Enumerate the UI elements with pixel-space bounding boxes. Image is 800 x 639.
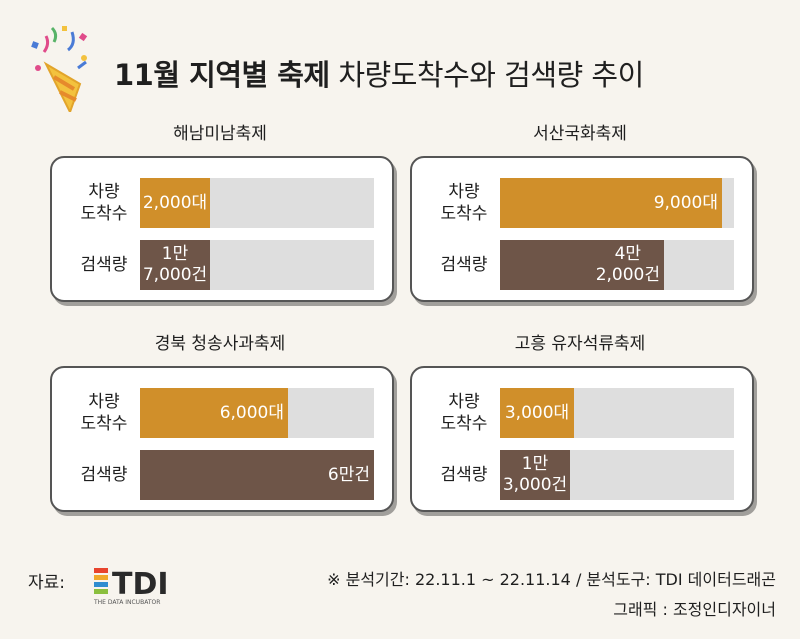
cars-value-label: 2,000대 xyxy=(142,192,208,213)
cars-row-label: 차량 도착수 xyxy=(80,182,128,224)
search-row-label: 검색량 xyxy=(440,465,488,485)
search-bar: 1만 7,000건 xyxy=(140,240,210,290)
title-rest: 차량도착수와 검색량 추이 xyxy=(329,58,644,92)
panel-title: 경북 청송사과축제 xyxy=(105,324,335,364)
analysis-period: ※ 분석기간: 22.11.1 ~ 22.11.14 / 분석도구: TDI 데… xyxy=(327,570,776,589)
page-title: 11월 지역별 축제 차량도착수와 검색량 추이 xyxy=(114,52,644,94)
search-bar: 6만건 xyxy=(140,450,374,500)
search-row: 검색량 1만 7,000건 xyxy=(52,238,392,292)
cars-bar: 2,000대 xyxy=(140,178,210,228)
cars-bar-track: 6,000대 xyxy=(140,388,374,438)
search-value-label: 6만건 xyxy=(327,464,370,485)
source-label: 자료: xyxy=(28,573,66,593)
search-row: 검색량 6만건 xyxy=(52,448,392,502)
cars-bar: 9,000대 xyxy=(500,178,722,228)
search-row: 검색량 1만 3,000건 xyxy=(412,448,752,502)
cars-row: 차량 도착수 9,000대 xyxy=(412,176,752,230)
cars-row: 차량 도착수 2,000대 xyxy=(52,176,392,230)
graphic-credit: 그래픽 : 조정인디자이너 xyxy=(613,600,776,619)
search-row-label: 검색량 xyxy=(440,255,488,275)
panel-title: 고흥 유자석류축제 xyxy=(465,324,695,364)
search-value-label: 1만 7,000건 xyxy=(142,244,208,285)
cars-row-label: 차량 도착수 xyxy=(80,392,128,434)
search-value-label: 1만 3,000건 xyxy=(502,454,568,495)
search-bar: 4만 2,000건 xyxy=(500,240,664,290)
cars-row: 차량 도착수 6,000대 xyxy=(52,386,392,440)
cars-value-label: 9,000대 xyxy=(653,192,718,213)
title-row: 11월 지역별 축제 차량도착수와 검색량 추이 xyxy=(24,22,784,112)
cars-bar-track: 9,000대 xyxy=(500,178,734,228)
search-value-label: 4만 2,000건 xyxy=(595,244,660,285)
cars-bar: 3,000대 xyxy=(500,388,574,438)
cars-bar-track: 3,000대 xyxy=(500,388,734,438)
tdi-logo: TDI THE DATA INCUBATOR xyxy=(93,567,169,606)
panel-title: 서산국화축제 xyxy=(465,114,695,154)
party-popper-icon xyxy=(31,26,88,112)
search-bar-track: 1만 3,000건 xyxy=(500,450,734,500)
cars-value-label: 3,000대 xyxy=(504,402,570,423)
tdi-logo-sub: THE DATA INCUBATOR xyxy=(93,599,160,606)
search-row-label: 검색량 xyxy=(80,255,128,275)
search-bar-track: 1만 7,000건 xyxy=(140,240,374,290)
cars-row: 차량 도착수 3,000대 xyxy=(412,386,752,440)
search-bar-track: 4만 2,000건 xyxy=(500,240,734,290)
search-row-label: 검색량 xyxy=(80,465,128,485)
cars-value-label: 6,000대 xyxy=(219,402,284,423)
cars-bar-track: 2,000대 xyxy=(140,178,374,228)
search-bar-track: 6만건 xyxy=(140,450,374,500)
cars-row-label: 차량 도착수 xyxy=(440,392,488,434)
cars-bar: 6,000대 xyxy=(140,388,288,438)
search-bar: 1만 3,000건 xyxy=(500,450,570,500)
tdi-logo-text: TDI xyxy=(112,567,169,602)
search-row: 검색량 4만 2,000건 xyxy=(412,238,752,292)
panel-title: 해남미남축제 xyxy=(105,114,335,154)
cars-row-label: 차량 도착수 xyxy=(440,182,488,224)
title-bold: 11월 지역별 축제 xyxy=(114,58,330,92)
